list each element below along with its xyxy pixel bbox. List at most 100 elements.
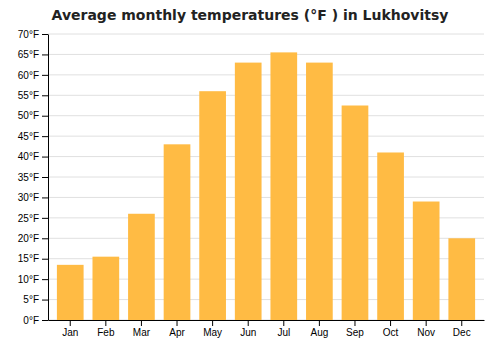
y-tick: 20°F [18,233,48,244]
y-tick-label: 55°F [18,90,39,101]
grid-line [48,177,484,178]
x-tick: May [203,320,222,338]
y-axis: 0°F 5°F 10°F 15°F 20°F 25°F 30°F 35°F 40°F 45°F 50… [18,29,49,326]
x-tick-mark [461,320,462,326]
x-tick-mark [426,320,427,326]
y-tick-label: 5°F [23,294,39,305]
bar [235,63,262,320]
x-tick-mark [212,320,213,326]
x-tick-mark [354,320,355,326]
y-tick-mark [42,157,48,158]
x-tick-label: Apr [169,327,185,338]
bar [342,106,369,321]
bar [164,144,191,320]
y-tick: 30°F [18,192,48,203]
x-tick: Jul [277,320,290,338]
y-tick: 15°F [18,253,48,264]
y-tick: 40°F [18,151,48,162]
grid-line [48,74,484,75]
grid-line [48,156,484,157]
y-tick-label: 35°F [18,172,39,183]
bar [270,52,297,320]
x-tick-mark [177,320,178,326]
x-tick: Dec [453,320,471,338]
y-tick-mark [42,218,48,219]
x-tick-mark [141,320,142,326]
y-tick-mark [42,320,48,321]
x-tick: Nov [417,320,435,338]
y-tick-label: 50°F [18,110,39,121]
y-tick-mark [42,136,48,137]
x-tick-mark [390,320,391,326]
y-tick-label: 0°F [23,315,39,326]
y-tick-mark [42,54,48,55]
title: Average monthly temperatures (°F ) in Lu… [52,7,449,23]
x-axis: Jan Feb Mar Apr May Jun Jul Aug Sep Oct Nov Dec [49,320,485,338]
x-tick-label: Jul [277,327,290,338]
y-tick-mark [42,197,48,198]
bar [377,152,404,320]
y-tick-label: 45°F [18,131,39,142]
y-tick-mark [42,116,48,117]
y-tick-label: 70°F [18,29,39,40]
y-tick: 45°F [18,131,48,142]
x-tick-mark [319,320,320,326]
x-tick-label: Jan [62,327,78,338]
grid-line [48,34,484,35]
chart: 0°F 5°F 10°F 15°F 20°F 25°F 30°F 35°F 40°F 45°F 50… [0,0,500,350]
bar [57,265,84,320]
y-tick-label: 15°F [18,253,39,264]
x-tick: Feb [97,320,115,338]
y-tick-mark [42,75,48,76]
x-tick-mark [248,320,249,326]
y-tick-label: 65°F [18,49,39,60]
x-tick-label: Feb [97,327,115,338]
y-tick-label: 10°F [18,274,39,285]
y-tick: 50°F [18,110,48,121]
y-tick: 5°F [23,294,48,305]
bar [448,238,475,320]
x-tick: Mar [133,320,151,338]
x-tick-label: Mar [133,327,151,338]
y-tick: 35°F [18,172,48,183]
y-tick-label: 20°F [18,233,39,244]
x-tick-label: Oct [383,327,399,338]
x-tick-label: Dec [453,327,471,338]
y-tick: 60°F [18,70,48,81]
grid-line [48,197,484,198]
y-axis-line [48,35,49,321]
y-tick-label: 30°F [18,192,39,203]
x-axis-line [49,320,485,321]
x-tick: Sep [346,320,364,338]
x-tick: Jun [240,320,256,338]
plot: 0°F 5°F 10°F 15°F 20°F 25°F 30°F 35°F 40°F 45°F 50… [18,29,485,338]
x-tick-mark [70,320,71,326]
grid-line [48,115,484,116]
x-tick: Jan [62,320,78,338]
x-tick: Apr [169,320,185,338]
x-tick-mark [283,320,284,326]
y-tick-mark [42,95,48,96]
y-tick: 25°F [18,213,48,224]
bar [413,202,440,320]
grid-line [48,54,484,55]
bar [128,214,155,320]
y-tick-mark [42,238,48,239]
y-tick: 0°F [23,315,48,326]
grid [48,34,484,320]
grid-line [48,136,484,137]
bar [92,257,119,320]
y-tick-mark [42,34,48,35]
x-tick-label: Nov [417,327,435,338]
y-tick-mark [42,300,48,301]
y-tick: 10°F [18,274,48,285]
x-tick: Aug [310,320,328,338]
bar [306,63,333,320]
bars [57,52,475,320]
y-tick-mark [42,177,48,178]
x-tick: Oct [383,320,399,338]
bar [199,91,226,320]
x-tick-label: Jun [240,327,256,338]
x-tick-label: Sep [346,327,364,338]
y-tick: 70°F [18,29,48,40]
